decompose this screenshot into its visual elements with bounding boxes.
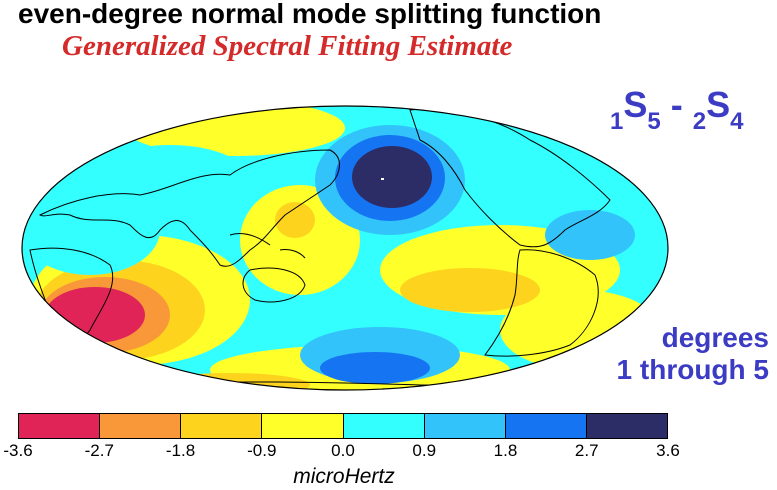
gold-region-central: [275, 202, 315, 238]
page-subtitle: Generalized Spectral Fitting Estimate: [62, 30, 513, 62]
navy-region-north: [352, 146, 432, 208]
mode1-overtone: 1: [610, 108, 624, 135]
coastline-asia: [38, 149, 340, 267]
mode1-degree: 5: [647, 108, 661, 135]
colorbar-segment: [586, 414, 667, 438]
mode1-letter: S: [623, 84, 648, 125]
colorbar-segment: [343, 414, 425, 438]
splitting-function-map: [21, 105, 669, 391]
page-title: even-degree normal mode splitting functi…: [18, 0, 602, 29]
colorbar-tick-label: 1.8: [493, 441, 518, 460]
colorbar-segment: [100, 414, 182, 438]
colorbar-tick-label: 2.7: [574, 441, 599, 460]
map-frame: [21, 105, 669, 391]
colorbar-tick-label: -1.8: [165, 441, 196, 460]
colorbar-segment: [424, 414, 506, 438]
mode2-overtone: 2: [692, 108, 707, 135]
colorbar-tick-label: 0.9: [412, 441, 437, 460]
colorbar-segment: [181, 414, 263, 438]
gold-region-south: [150, 373, 310, 390]
degrees-line2: 1 through 5: [616, 354, 769, 385]
coastline-south-america: [484, 249, 599, 357]
colorbar-unit: microHertz: [293, 465, 395, 488]
degrees-label: degrees 1 through 5: [617, 322, 769, 386]
coastline-north-america: [409, 108, 611, 248]
cyan-region-north: [90, 145, 250, 215]
degrees-line1: degrees: [661, 322, 769, 353]
colorbar: [18, 413, 668, 439]
lightblue-region-southeast: [545, 210, 635, 260]
colorbar-segment: [262, 414, 344, 438]
coastline-indonesia: [229, 232, 306, 259]
colorbar-tick-label: 3.6: [656, 441, 680, 460]
mode2-degree: 4: [730, 108, 744, 135]
colorbar-tick-label: -0.9: [247, 441, 277, 460]
colorbar-segment: [505, 414, 587, 438]
mode-label: 1S5 - 2S4: [610, 84, 743, 135]
colorbar-tick-label: 0.0: [331, 441, 355, 460]
map-point-marker: [381, 178, 384, 180]
colorbar-tick-label: -2.7: [84, 441, 114, 460]
mode-separator: -: [660, 84, 693, 125]
blue-region-south: [320, 352, 430, 384]
colorbar-tick-label: -3.6: [3, 441, 33, 460]
gold-region-east: [400, 268, 540, 312]
coastline-australia: [242, 267, 306, 303]
colorbar-segment: [19, 414, 101, 438]
colorbar-ticks: -3.6 -2.7 -1.8 -0.9 0.0 0.9 1.8 2.7 3.6: [3, 441, 679, 461]
mode2-letter: S: [706, 84, 731, 125]
